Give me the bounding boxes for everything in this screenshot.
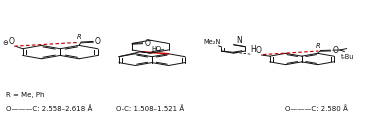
- Text: t-Bu: t-Bu: [341, 54, 354, 60]
- Text: HO: HO: [151, 46, 161, 52]
- Text: R = Me, Ph: R = Me, Ph: [6, 92, 45, 98]
- Text: O———C: 2.558–2.618 Å: O———C: 2.558–2.618 Å: [6, 105, 92, 112]
- Text: O: O: [9, 37, 14, 46]
- Text: O———C: 2.580 Å: O———C: 2.580 Å: [285, 105, 348, 112]
- Text: O: O: [333, 46, 338, 55]
- Text: Me₂N: Me₂N: [203, 39, 220, 45]
- Text: O: O: [255, 46, 261, 55]
- Text: O: O: [144, 39, 150, 48]
- Text: ⊖: ⊖: [2, 40, 8, 46]
- Text: H: H: [250, 45, 256, 54]
- Text: R: R: [316, 43, 321, 49]
- Text: O: O: [95, 37, 101, 46]
- Text: R: R: [77, 34, 82, 40]
- Text: N: N: [237, 36, 242, 45]
- Text: O-C: 1.508–1.521 Å: O-C: 1.508–1.521 Å: [116, 105, 184, 112]
